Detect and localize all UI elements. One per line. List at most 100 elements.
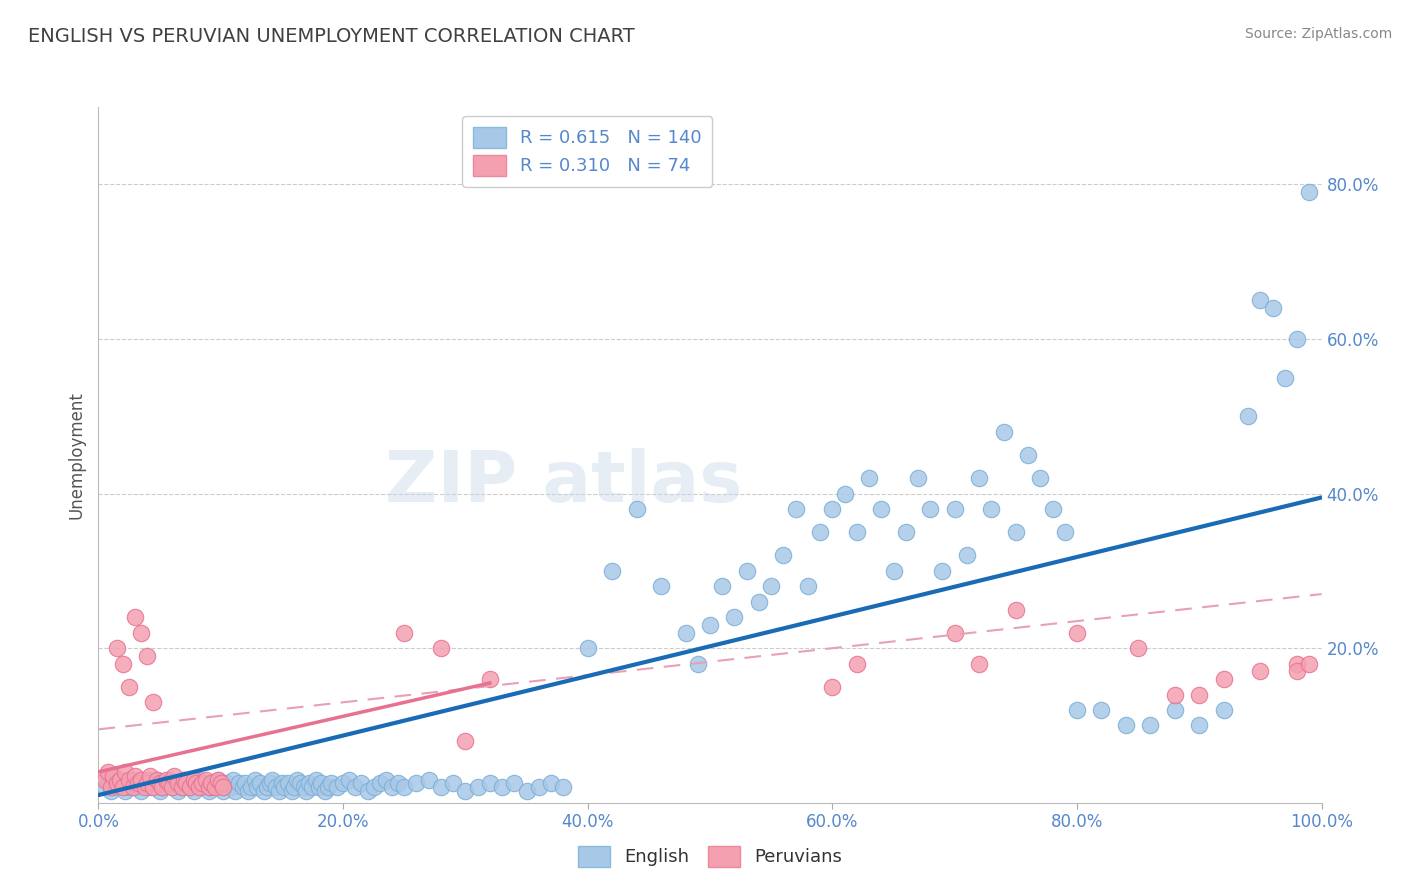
Point — [183, 784, 205, 798]
Point — [1261, 301, 1284, 315]
Point — [993, 425, 1015, 439]
Point — [101, 776, 124, 790]
Point — [228, 776, 250, 790]
Point — [204, 776, 226, 790]
Point — [146, 772, 169, 787]
Point — [173, 772, 195, 787]
Point — [97, 764, 120, 779]
Point — [1274, 370, 1296, 384]
Point — [186, 776, 208, 790]
Point — [797, 579, 820, 593]
Point — [1042, 502, 1064, 516]
Point — [290, 776, 312, 790]
Point — [553, 780, 575, 795]
Point — [381, 780, 404, 795]
Point — [277, 776, 299, 790]
Point — [160, 780, 183, 795]
Y-axis label: Unemployment: Unemployment — [67, 391, 86, 519]
Point — [111, 776, 134, 790]
Point — [124, 769, 146, 783]
Point — [314, 784, 336, 798]
Point — [350, 776, 373, 790]
Point — [155, 772, 177, 787]
Point — [129, 772, 152, 787]
Point — [686, 657, 709, 671]
Point — [478, 776, 501, 790]
Text: ZIP atlas: ZIP atlas — [385, 449, 742, 517]
Point — [1164, 703, 1187, 717]
Point — [834, 486, 856, 500]
Point — [883, 564, 905, 578]
Point — [170, 780, 193, 795]
Point — [170, 780, 193, 795]
Point — [118, 772, 141, 787]
Point — [105, 780, 128, 795]
Point — [97, 772, 120, 787]
Point — [430, 641, 453, 656]
Point — [100, 780, 122, 795]
Point — [761, 579, 783, 593]
Point — [285, 772, 308, 787]
Point — [246, 780, 269, 795]
Point — [967, 657, 990, 671]
Point — [160, 780, 183, 795]
Point — [283, 780, 305, 795]
Point — [454, 784, 477, 798]
Point — [308, 780, 330, 795]
Point — [191, 776, 214, 790]
Point — [157, 776, 180, 790]
Point — [491, 780, 513, 795]
Point — [155, 776, 177, 790]
Point — [264, 780, 287, 795]
Point — [149, 776, 172, 790]
Point — [392, 780, 416, 795]
Point — [858, 471, 880, 485]
Point — [980, 502, 1002, 516]
Point — [363, 780, 385, 795]
Point — [368, 776, 391, 790]
Point — [292, 780, 315, 795]
Point — [249, 776, 271, 790]
Point — [114, 764, 136, 779]
Point — [124, 610, 146, 624]
Point — [121, 780, 143, 795]
Point — [150, 780, 173, 795]
Point — [111, 780, 134, 795]
Point — [280, 784, 302, 798]
Point — [101, 769, 124, 783]
Point — [1212, 672, 1234, 686]
Point — [1029, 471, 1052, 485]
Point — [179, 780, 201, 795]
Point — [1286, 657, 1309, 671]
Point — [200, 776, 222, 790]
Point — [1237, 409, 1260, 424]
Point — [191, 780, 214, 795]
Point — [1115, 718, 1137, 732]
Point — [735, 564, 758, 578]
Point — [1298, 185, 1320, 199]
Point — [1004, 602, 1026, 616]
Point — [215, 776, 238, 790]
Point — [821, 502, 844, 516]
Point — [212, 780, 235, 795]
Point — [269, 784, 291, 798]
Point — [1139, 718, 1161, 732]
Point — [332, 776, 354, 790]
Point — [129, 784, 152, 798]
Text: Source: ZipAtlas.com: Source: ZipAtlas.com — [1244, 27, 1392, 41]
Point — [785, 502, 807, 516]
Point — [121, 772, 143, 787]
Point — [387, 776, 409, 790]
Point — [808, 525, 831, 540]
Point — [527, 780, 550, 795]
Point — [319, 776, 342, 790]
Point — [105, 641, 128, 656]
Point — [845, 525, 868, 540]
Point — [723, 610, 745, 624]
Point — [142, 780, 165, 795]
Point — [540, 776, 562, 790]
Point — [1164, 688, 1187, 702]
Point — [845, 657, 868, 671]
Text: ENGLISH VS PERUVIAN UNEMPLOYMENT CORRELATION CHART: ENGLISH VS PERUVIAN UNEMPLOYMENT CORRELA… — [28, 27, 636, 45]
Point — [467, 780, 489, 795]
